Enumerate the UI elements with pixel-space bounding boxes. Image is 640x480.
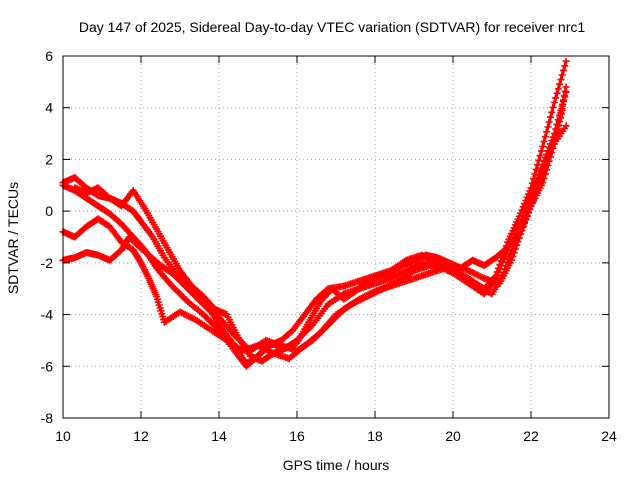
data-point-marker [539, 143, 547, 150]
data-point-marker [540, 174, 548, 182]
y-tick-label: -4 [41, 307, 54, 323]
x-tick-label: 24 [601, 428, 617, 444]
x-tick-labels: 10 12 14 16 18 20 22 24 [55, 428, 617, 444]
data-point-marker [511, 245, 519, 253]
data-point-marker [535, 156, 543, 164]
data-point-marker [517, 227, 525, 235]
chart-title: Day 147 of 2025, Sidereal Day-to-day VTE… [79, 19, 585, 35]
data-point-marker [508, 256, 515, 264]
x-tick-label: 22 [523, 428, 539, 444]
x-tick-label: 14 [211, 428, 227, 444]
data-point-marker [495, 268, 502, 276]
data-point-marker [544, 123, 552, 131]
data-point-marker [553, 89, 561, 97]
data-point-marker [536, 152, 544, 160]
data-point-marker [550, 140, 558, 148]
data-point-marker [552, 132, 560, 140]
data-point-marker [562, 57, 570, 65]
data-point-marker [554, 85, 562, 93]
y-tick-label: 4 [45, 100, 53, 116]
data-point-marker [532, 166, 540, 173]
data-point-marker [547, 113, 554, 121]
data-point-marker [549, 144, 557, 152]
data-point-marker [513, 241, 521, 249]
data-point-marker [545, 118, 553, 126]
data-point-marker [543, 128, 551, 136]
grid-lines [63, 56, 609, 418]
y-tick-label: -2 [41, 255, 54, 271]
data-point-marker [552, 94, 560, 102]
data-point-marker [548, 149, 556, 156]
data-point-marker [562, 122, 570, 130]
series-trace-2 [59, 88, 570, 370]
data-point-marker [558, 106, 566, 114]
data-point-marker [521, 218, 528, 226]
x-axis-title: GPS time / hours [283, 457, 390, 473]
data-point-marker [561, 87, 569, 95]
data-point-marker [541, 133, 549, 141]
y-tick-label: 2 [45, 151, 53, 167]
data-point-marker [543, 166, 551, 174]
y-tick-label: 0 [45, 203, 53, 219]
y-axis-title: SDTVAR / TECUs [5, 182, 21, 294]
data-point-marker [537, 147, 545, 155]
data-point-marker [540, 138, 548, 146]
data-point-marker [557, 76, 565, 84]
data-point-marker [548, 108, 556, 116]
y-tick-labels: -8 -6 -4 -2 0 2 4 6 [41, 48, 54, 426]
x-tick-label: 20 [445, 428, 461, 444]
x-tick-label: 18 [367, 428, 383, 444]
y-tick-label: 6 [45, 48, 53, 64]
series-track [74, 109, 564, 363]
data-point-marker [510, 249, 518, 257]
data-point-marker [518, 224, 526, 232]
data-point-marker [524, 208, 532, 216]
data-point-marker [539, 179, 547, 187]
data-point-marker [550, 99, 558, 106]
data-point-marker [553, 129, 561, 137]
data-point-marker [547, 153, 554, 161]
data-point-marker [555, 121, 563, 129]
y-tick-label: -8 [41, 410, 54, 426]
x-tick-label: 12 [133, 428, 149, 444]
data-point-marker [541, 170, 549, 178]
data-point-marker [560, 96, 567, 104]
data-point-marker [558, 71, 566, 79]
x-tick-label: 10 [55, 428, 71, 444]
series-trace-5 [71, 106, 566, 365]
data-point-marker [560, 66, 567, 74]
data-point-marker [500, 255, 508, 263]
axis-ticks [62, 55, 610, 419]
x-tick-label: 16 [289, 428, 305, 444]
data-point-marker [544, 162, 552, 169]
data-point-marker [509, 253, 517, 260]
data-point-marker [556, 80, 564, 88]
data-point-marker [559, 100, 567, 108]
data-point-marker [514, 232, 522, 240]
data-point-marker [549, 103, 557, 111]
data-point-marker [556, 118, 564, 125]
data-point-marker [562, 83, 570, 91]
data-point-marker [545, 157, 553, 165]
data-point-marker [561, 62, 569, 70]
y-tick-label: -6 [41, 358, 54, 374]
plot-frame [62, 55, 610, 419]
data-point-marker [557, 110, 565, 118]
data-point-marker [523, 212, 531, 219]
series-layer [59, 57, 570, 370]
